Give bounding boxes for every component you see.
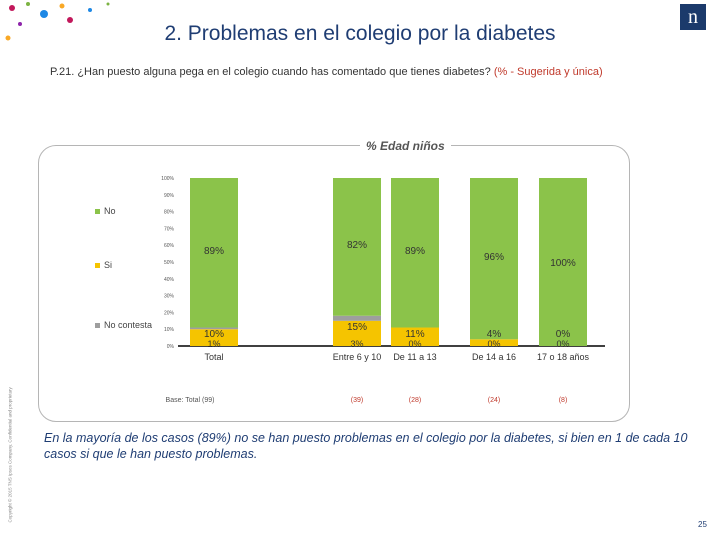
question-text: P.21. ¿Han puesto alguna pega en el cole… <box>50 66 603 78</box>
base-label: (28) <box>409 397 421 404</box>
page-title: 2. Problemas en el colegio por la diabet… <box>164 22 556 45</box>
category-label: Entre 6 y 10 <box>333 352 382 362</box>
y-tick-label: 80% <box>164 210 175 216</box>
bar-no <box>391 178 439 328</box>
data-label-no: 82% <box>347 240 367 251</box>
y-tick-label: 20% <box>164 310 175 316</box>
category-label: 17 o 18 años <box>537 352 590 362</box>
data-label-no: 96% <box>484 252 504 263</box>
bar-si <box>333 320 381 346</box>
data-label-no-contesta: 0% <box>556 339 569 349</box>
data-label-no-contesta: 0% <box>487 339 500 349</box>
legend-swatch <box>95 209 100 214</box>
copyright-text: Copyright © 2015 TNS Ipsos Company. Conf… <box>7 387 13 523</box>
bar-no <box>333 178 381 316</box>
question-label: P.21. ¿Han puesto alguna pega en el cole… <box>50 66 491 78</box>
chart-frame <box>38 145 630 422</box>
data-label-no: 89% <box>405 246 425 257</box>
data-label-no: 89% <box>204 246 224 257</box>
base-label: (8) <box>559 397 568 404</box>
data-label-no-contesta: 0% <box>408 339 421 349</box>
legend-label: No <box>104 206 116 216</box>
bar-no <box>539 178 587 346</box>
bar-si <box>391 327 439 346</box>
data-label-no: 100% <box>550 258 576 269</box>
data-label-si: 0% <box>556 329 571 340</box>
y-tick-label: 40% <box>164 277 175 283</box>
bar-no-contesta <box>333 315 381 321</box>
stacked-bar-chart: 0% 10% 20% 30% 40% 50% 60% 70% 80% 90% 100% No Si No … <box>95 176 605 404</box>
bar-no-contesta <box>190 327 238 330</box>
question-note: (% - Sugerida y única) <box>493 66 603 78</box>
category-label: De 11 a 13 <box>393 352 436 362</box>
bar-no <box>470 178 518 340</box>
y-tick-label: 50% <box>164 260 175 266</box>
bar-si <box>190 329 238 346</box>
chart-section-title: % Edad niños <box>360 139 451 153</box>
conclusion-text: En la mayoría de los casos (89%) no se h… <box>44 431 688 461</box>
legend-swatch <box>95 263 100 268</box>
y-tick-label: 90% <box>164 193 175 199</box>
page-number: 25 <box>698 520 707 529</box>
data-label-no-contesta: 3% <box>350 339 363 349</box>
base-label: Base: Total (99) <box>166 397 215 404</box>
bar-si <box>470 339 518 346</box>
data-label-si: 15% <box>347 322 367 333</box>
y-tick-label: 100% <box>161 176 174 182</box>
y-tick-label: 60% <box>164 243 175 249</box>
legend-label: Si <box>104 260 112 270</box>
data-label-si: 4% <box>487 329 502 340</box>
legend-swatch <box>95 323 100 328</box>
data-label-no-contesta: 1% <box>207 339 220 349</box>
legend-label: No contesta <box>104 320 152 330</box>
base-label: (24) <box>488 397 500 404</box>
category-label: De 14 a 16 <box>472 352 516 362</box>
decorative-dots <box>5 2 110 41</box>
base-label: (39) <box>351 397 363 404</box>
y-tick-label: 10% <box>164 327 175 333</box>
brand-logo-icon: n <box>680 4 706 30</box>
data-label-si: 10% <box>204 329 224 340</box>
y-tick-label: 70% <box>164 226 175 232</box>
y-tick-label: 0% <box>167 344 175 350</box>
category-label: Total <box>204 352 223 362</box>
data-label-si: 11% <box>405 329 424 340</box>
y-tick-label: 30% <box>164 294 175 300</box>
bar-no <box>190 178 238 328</box>
